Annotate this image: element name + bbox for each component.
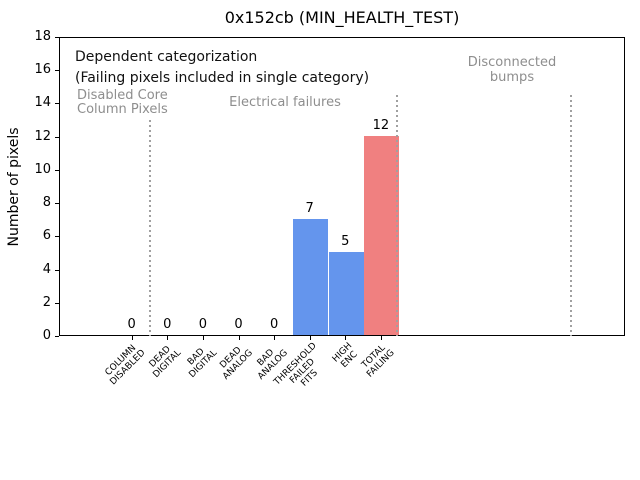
annotation-failing-pixels-note: (Failing pixels included in single categ… xyxy=(75,70,370,86)
y-tick-label: 18 xyxy=(34,29,51,44)
bar-threshold-failed-fits xyxy=(293,218,329,335)
x-category-label-line: COLUMN xyxy=(103,343,139,378)
x-category-label-line: BAD xyxy=(185,346,207,368)
x-category-label-line: DIGITAL xyxy=(187,348,220,381)
y-tick-label: 14 xyxy=(34,95,51,111)
x-category-label-line: ANALOG xyxy=(220,348,255,382)
x-tick-mark xyxy=(274,336,276,340)
x-category-label: BAD DIGITAL xyxy=(180,341,219,380)
x-category-label-line: THRESHOLD xyxy=(272,341,319,388)
y-tick-mark xyxy=(55,336,59,337)
annotation-group-disconnected-bumps: Disconnected bumps xyxy=(467,55,557,85)
x-category-label: THRESHOLD FAILED FITS xyxy=(272,341,333,402)
annotation-group-electrical-failures: Electrical failures xyxy=(229,95,341,110)
x-category-label: HIGH ENC xyxy=(331,341,362,372)
y-axis-label: Number of pixels xyxy=(6,127,22,247)
y-tick-label: 0 xyxy=(42,328,51,343)
x-tick-mark xyxy=(131,336,133,340)
x-category-label-line: HIGH xyxy=(330,341,355,365)
x-category-label-line: BAD xyxy=(255,347,277,369)
bar-high-enc xyxy=(328,251,364,335)
x-tick-mark xyxy=(202,336,204,340)
x-tick-mark xyxy=(309,336,311,340)
annotation-dependent-categorization: Dependent categorization xyxy=(75,49,258,65)
x-category-label: BAD ANALOG xyxy=(249,341,290,382)
x-category-label-line: FAILED xyxy=(288,356,318,386)
x-tick-mark xyxy=(380,336,382,340)
x-category-label-line: FITS xyxy=(299,368,320,389)
annotation-group-disabled-core-column-pixels: Disabled Core Column Pixels xyxy=(77,88,168,117)
x-category-label-line: ANALOG xyxy=(256,348,291,382)
y-tick-label: 16 xyxy=(34,62,51,78)
y-tick-label: 2 xyxy=(42,294,51,310)
x-category-label-line: DEAD xyxy=(218,345,244,371)
x-category-label: DEAD ANALOG xyxy=(214,341,255,382)
y-tick-label: 4 xyxy=(42,261,51,277)
x-category-label: COLUMN DISABLED xyxy=(102,341,148,387)
x-category-label-line: TOTAL xyxy=(360,343,388,371)
x-tick-mark xyxy=(238,336,240,340)
x-tick-mark xyxy=(345,336,347,340)
x-category-label-line: DIGITAL xyxy=(151,348,184,381)
x-tick-mark xyxy=(167,336,169,340)
x-category-label-line: DISABLED xyxy=(108,348,148,388)
chart-title: 0x152cb (MIN_HEALTH_TEST) xyxy=(224,8,460,27)
x-category-label-line: FAILING xyxy=(365,348,398,380)
plot-area xyxy=(59,37,625,336)
x-category-label-line: ENC xyxy=(339,349,360,370)
x-category-label: TOTAL FAILING xyxy=(358,341,398,380)
bar-total-failing xyxy=(364,135,400,335)
x-category-label-line: DEAD xyxy=(147,344,174,370)
x-category-label: DEAD DIGITAL xyxy=(144,341,184,381)
